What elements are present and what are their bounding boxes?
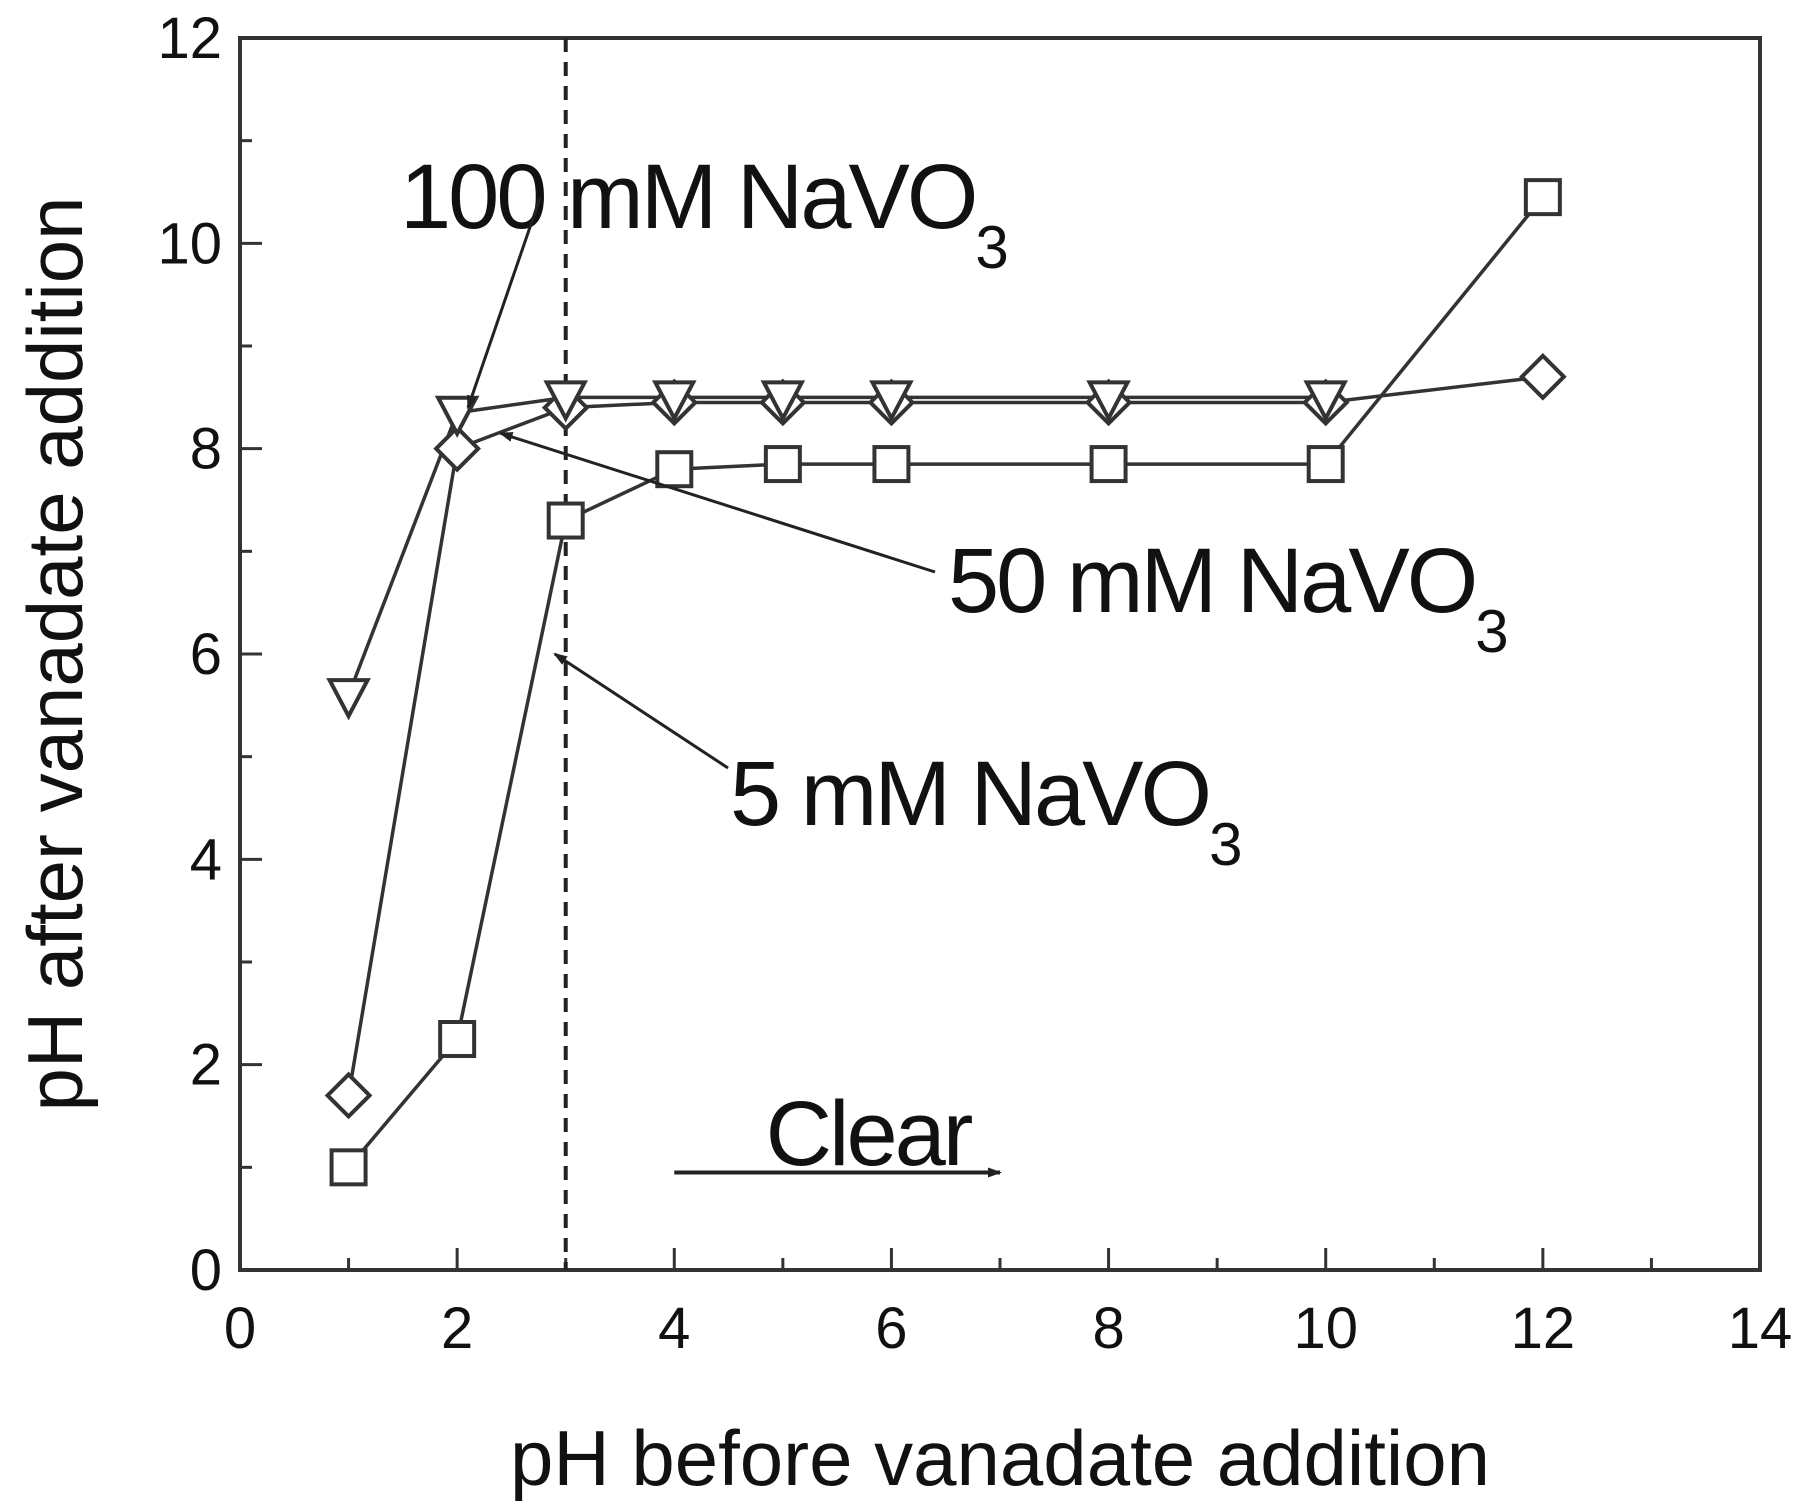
data-point-5mM bbox=[1523, 178, 1562, 217]
x-tick-label: 8 bbox=[1092, 1296, 1124, 1361]
data-point-5mM bbox=[763, 445, 802, 484]
annotation-a50: 50 mM NaVO3 bbox=[948, 530, 1506, 665]
x-tick-label: 12 bbox=[1511, 1296, 1576, 1361]
data-point-100mM bbox=[326, 678, 371, 721]
data-point-50mM bbox=[324, 1071, 373, 1120]
y-tick-label: 8 bbox=[190, 417, 222, 482]
y-tick-label: 12 bbox=[157, 6, 222, 71]
x-tick-label: 10 bbox=[1293, 1296, 1358, 1361]
y-axis-ticks: 0 2 4 6 8 10 12 bbox=[157, 6, 262, 1303]
y-tick-label: 6 bbox=[190, 622, 222, 687]
data-point-100mM bbox=[543, 380, 589, 423]
y-tick-label: 10 bbox=[157, 211, 222, 276]
series-group bbox=[324, 178, 1567, 1187]
y-tick-label: 4 bbox=[190, 827, 222, 892]
y-tick-label: 2 bbox=[190, 1033, 222, 1098]
y-tick-label: 0 bbox=[190, 1238, 222, 1303]
series-line-5mM bbox=[347, 196, 1545, 1169]
series-line-100mM bbox=[346, 395, 1326, 696]
data-point-5mM bbox=[1089, 445, 1128, 484]
data-point-5mM bbox=[329, 1148, 368, 1187]
data-point-5mM bbox=[438, 1020, 477, 1058]
series-line-50mM bbox=[346, 375, 1544, 1096]
data-point-5mM bbox=[1306, 445, 1345, 484]
x-tick-label: 4 bbox=[658, 1296, 690, 1361]
y-axis-title: pH after vanadate addition bbox=[11, 197, 99, 1112]
annotation-a5: 5 mM NaVO3 bbox=[730, 743, 1240, 878]
data-point-100mM bbox=[760, 380, 806, 423]
data-point-5mM bbox=[872, 445, 911, 484]
data-point-100mM bbox=[651, 380, 697, 423]
annotation-pointer-a50 bbox=[498, 431, 936, 574]
data-point-100mM bbox=[1086, 380, 1131, 423]
annotation-a100: 100 mM NaVO3 bbox=[400, 146, 1006, 281]
x-axis-ticks: 0 2 4 6 8 10 12 14 bbox=[224, 1248, 1792, 1361]
annotation-pointer-a100 bbox=[466, 197, 542, 410]
x-tick-label: 14 bbox=[1728, 1296, 1793, 1361]
x-tick-label: 6 bbox=[875, 1296, 907, 1361]
x-tick-label: 2 bbox=[441, 1296, 473, 1361]
annotation-pointer-a5 bbox=[553, 652, 729, 770]
data-point-100mM bbox=[869, 380, 914, 423]
data-point-5mM bbox=[655, 450, 694, 489]
x-axis-title: pH before vanadate addition bbox=[510, 1414, 1490, 1502]
data-point-100mM bbox=[1303, 380, 1349, 423]
data-point-50mM bbox=[1519, 352, 1567, 401]
x-tick-label: 0 bbox=[224, 1296, 256, 1361]
data-point-100mM bbox=[434, 395, 480, 439]
data-point-5mM bbox=[546, 501, 585, 540]
data-point-50mM bbox=[433, 424, 481, 473]
annotation-group: 100 mM NaVO3 50 mM NaVO3 5 mM NaVO3 Clear bbox=[400, 146, 1509, 1185]
annotation-clear: Clear bbox=[766, 1083, 973, 1185]
